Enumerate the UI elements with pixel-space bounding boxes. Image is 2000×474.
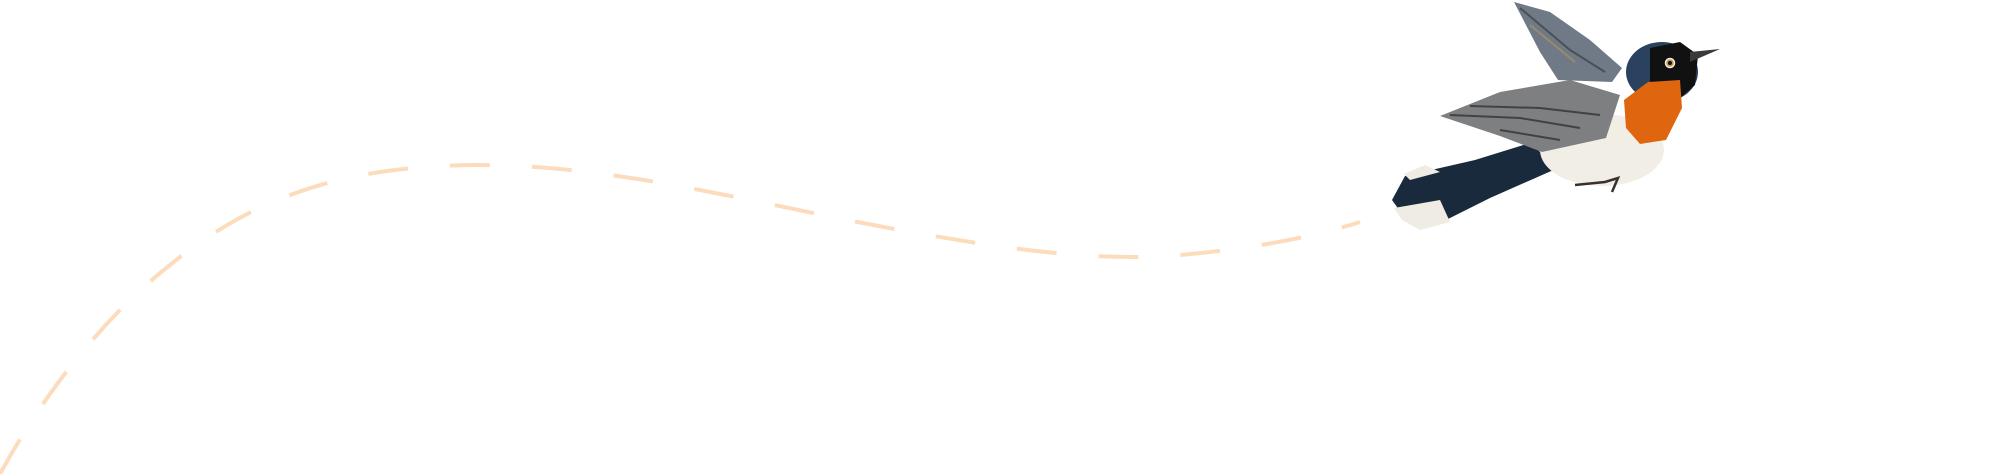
- bird-lower-wing: [1440, 80, 1620, 152]
- bird-legs: [1574, 176, 1621, 193]
- bird-illustration: [1392, 2, 1720, 230]
- dashed-flight-path: [0, 162, 1361, 474]
- bird-beak: [1690, 49, 1720, 62]
- bird-upper-wing: [1514, 2, 1622, 82]
- bird-tail-tips: [1394, 200, 1450, 230]
- bird-throat: [1624, 80, 1682, 144]
